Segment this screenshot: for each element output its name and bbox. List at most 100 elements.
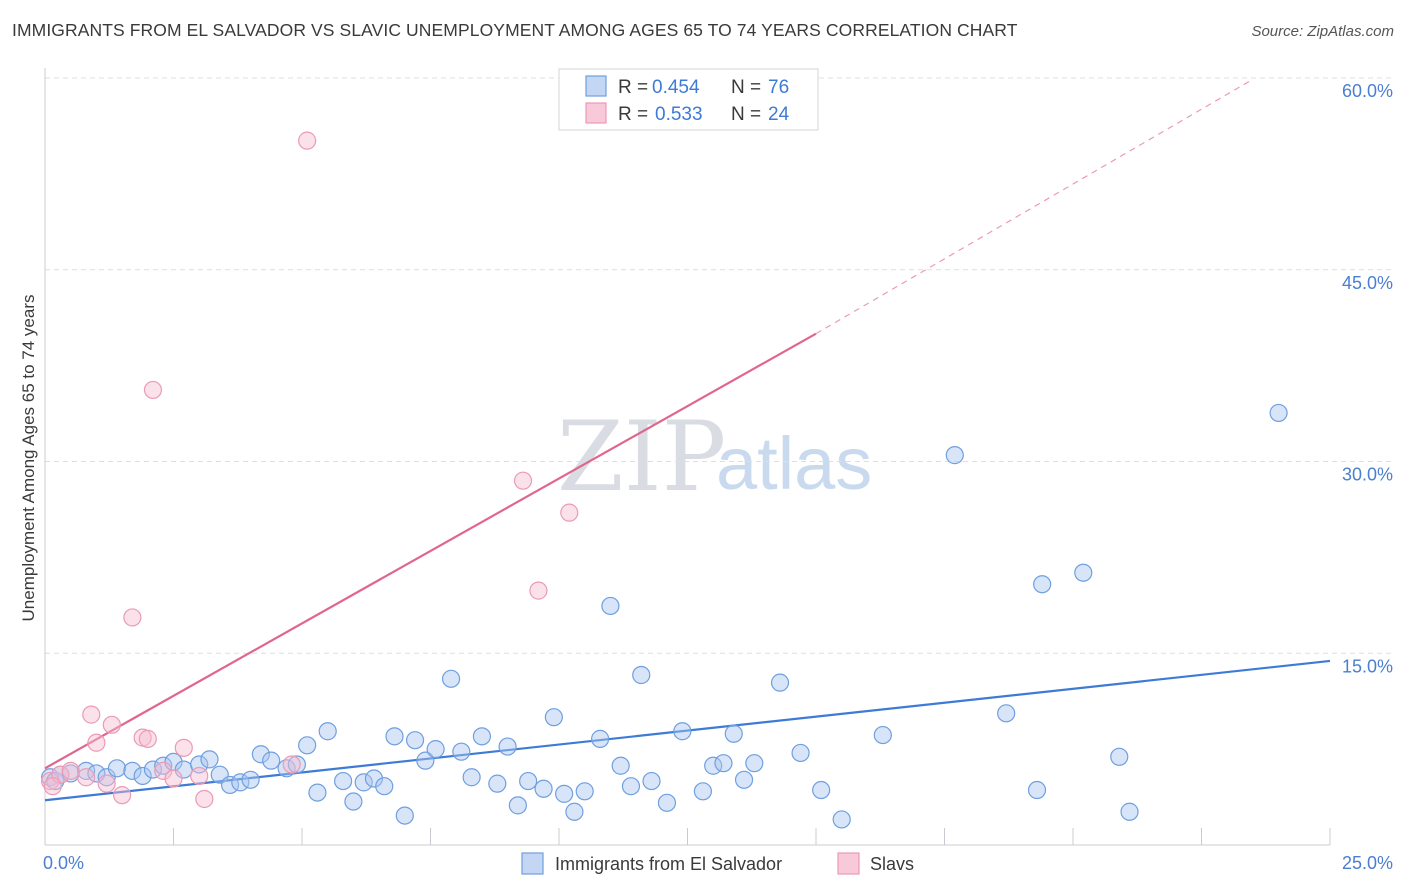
point-el-salvador (154, 756, 173, 775)
point-el-salvador (462, 768, 481, 787)
point-slavs (164, 769, 183, 788)
point-el-salvador (318, 722, 337, 741)
point-el-salvador (416, 751, 435, 770)
bottom-legend-swatch-blue (521, 852, 544, 875)
point-el-salvador (832, 810, 851, 829)
point-el-salvador (498, 737, 517, 756)
legend-r-label-pink: R = (618, 104, 648, 125)
point-el-salvador (770, 673, 790, 692)
gridlines (45, 77, 1392, 654)
point-el-salvador (334, 771, 353, 791)
x-tick-label: 0.0% (43, 853, 84, 873)
point-el-salvador (97, 768, 116, 787)
watermark-atlas: atlas (716, 422, 872, 505)
y-tick-label: 60.0% (1342, 81, 1393, 101)
point-el-salvador (621, 777, 641, 796)
point-el-salvador (534, 779, 553, 798)
point-el-salvador (364, 769, 384, 788)
point-el-salvador (544, 708, 563, 727)
legend-n-label-pink: N = (731, 104, 761, 125)
x-tick-label: 25.0% (1342, 853, 1393, 873)
point-el-salvador (673, 722, 692, 741)
point-el-salvador (488, 774, 507, 793)
point-el-salvador (945, 446, 964, 465)
point-el-salvador (693, 782, 713, 801)
point-el-salvador (107, 759, 127, 778)
legend-r-label-blue: R = (618, 77, 648, 98)
point-el-salvador (1033, 575, 1052, 594)
point-el-salvador (724, 724, 743, 743)
axes (44, 68, 1331, 846)
legend-r-value-blue: 0.454 (652, 77, 700, 98)
point-el-salvador (1110, 747, 1129, 766)
point-slavs (154, 761, 173, 780)
point-el-salvador (873, 725, 892, 745)
legend-r-value-pink: 0.533 (655, 104, 703, 125)
point-el-salvador (395, 806, 414, 825)
point-slavs (97, 774, 116, 793)
point-el-salvador (405, 731, 425, 750)
point-el-salvador (745, 754, 764, 773)
point-el-salvador (1027, 780, 1047, 800)
legend-n-value-blue: 76 (768, 77, 789, 98)
point-el-salvador (714, 754, 733, 773)
point-slavs (282, 755, 301, 774)
legend-swatch-blue (585, 75, 607, 97)
point-slavs (41, 771, 60, 791)
point-slavs (529, 581, 548, 600)
legend: R = 0.454 N = 76 R = 0.533 N = 24 (558, 68, 819, 131)
point-el-salvador (262, 751, 281, 770)
y-tick-label: 15.0% (1342, 656, 1393, 676)
y-tick-label: 45.0% (1342, 273, 1393, 293)
point-el-salvador (441, 669, 461, 688)
point-el-salvador (354, 773, 373, 792)
point-slavs (143, 380, 163, 400)
point-slavs (138, 729, 157, 748)
data-points (41, 131, 1288, 829)
point-el-salvador (734, 770, 754, 789)
point-slavs (298, 131, 317, 150)
point-el-salvador (632, 665, 651, 685)
point-el-salvador (1269, 403, 1288, 423)
point-el-salvador (812, 780, 831, 800)
point-slavs (560, 503, 579, 522)
legend-swatch-pink (585, 102, 607, 124)
point-slavs (513, 471, 533, 490)
chart-title: IMMIGRANTS FROM EL SALVADOR VS SLAVIC UN… (12, 20, 1018, 40)
point-slavs (87, 733, 106, 752)
y-tick-label: 30.0% (1342, 465, 1393, 485)
point-el-salvador (601, 596, 620, 616)
legend-n-label-blue: N = (731, 77, 761, 98)
point-el-salvador (375, 777, 394, 796)
point-el-salvador (251, 745, 270, 764)
bottom-legend-label-pink: Slavs (870, 854, 914, 874)
point-slavs (190, 766, 209, 786)
point-slavs (102, 715, 121, 734)
tick-labels: 15.0% 30.0% 45.0% 60.0% 0.0% 25.0% (43, 81, 1393, 873)
point-el-salvador (591, 729, 610, 748)
point-el-salvador (472, 727, 491, 746)
point-el-salvador (452, 742, 471, 761)
point-el-salvador (1074, 563, 1093, 582)
point-el-salvador (344, 792, 363, 811)
trend-line-slavs (44, 332, 817, 770)
trend-line-slavs-extension (815, 78, 1254, 335)
point-el-salvador (791, 743, 810, 763)
point-el-salvador (287, 755, 306, 774)
point-el-salvador (997, 704, 1016, 723)
legend-n-value-pink: 24 (768, 104, 790, 125)
point-el-salvador (508, 796, 527, 815)
point-el-salvador (575, 782, 594, 801)
bottom-legend: Immigrants from El Salvador Slavs (521, 852, 914, 875)
watermark-zip: ZIP (557, 401, 726, 513)
point-el-salvador (611, 756, 630, 775)
point-el-salvador (200, 750, 219, 769)
point-el-salvador (308, 783, 327, 802)
point-slavs (61, 761, 80, 780)
bottom-legend-label-blue: Immigrants from El Salvador (555, 854, 782, 874)
point-el-salvador (1120, 802, 1139, 821)
point-slavs (195, 789, 214, 809)
point-slavs (174, 738, 193, 757)
source-credit: Source: ZipAtlas.com (1251, 23, 1394, 40)
